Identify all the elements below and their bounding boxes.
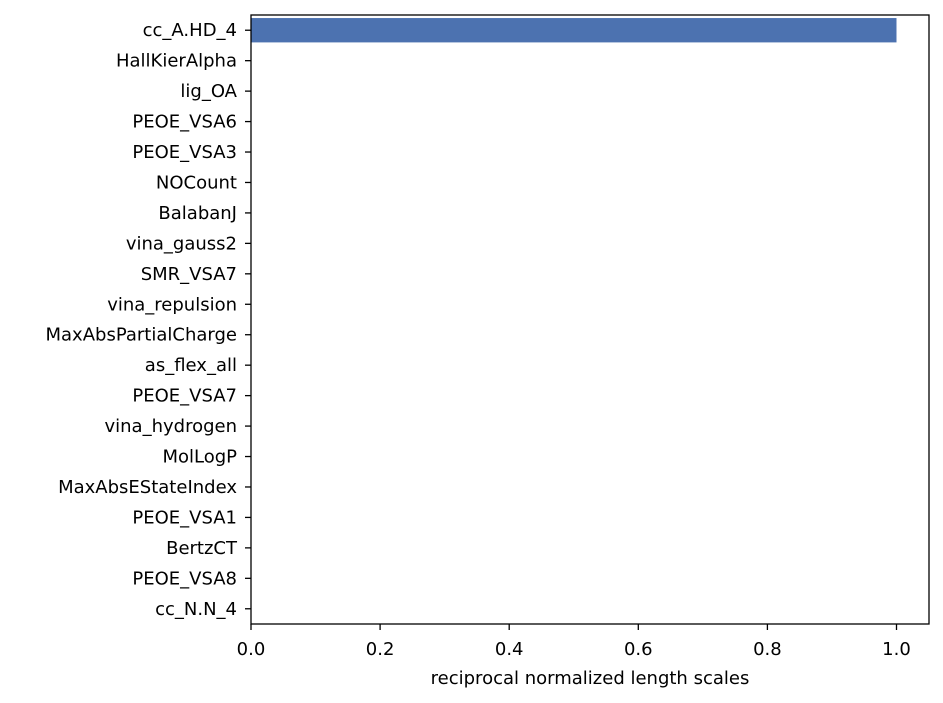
y-axis-ticks: cc_A.HD_4 HallKierAlpha lig_OA PEOE_VSA6 PEO… <box>46 20 251 620</box>
y-tick-label: BertzCT <box>166 538 238 559</box>
y-tick-label: HallKierAlpha <box>116 51 237 72</box>
bar-cc_A.HD_4 <box>251 18 897 43</box>
y-tick-label: PEOE_VSA1 <box>132 507 237 528</box>
y-tick-label: vina_gauss2 <box>126 233 237 254</box>
y-tick-label: SMR_VSA7 <box>141 264 237 285</box>
y-tick-label: MaxAbsEStateIndex <box>58 477 237 498</box>
y-tick-label: vina_hydrogen <box>104 416 237 437</box>
x-tick-label: 0.0 <box>237 639 266 660</box>
x-axis-ticks: 0.0 0.2 0.4 0.6 0.8 1.0 <box>237 624 911 660</box>
x-tick-label: 0.6 <box>624 639 653 660</box>
y-tick-label: PEOE_VSA8 <box>132 568 237 589</box>
plot-frame <box>250 14 930 625</box>
y-tick-label: MolLogP <box>162 447 237 468</box>
y-tick-label: as_flex_all <box>145 355 237 376</box>
x-tick-label: 1.0 <box>882 639 911 660</box>
y-tick-label: cc_N.N_4 <box>155 599 237 620</box>
y-tick-label: cc_A.HD_4 <box>143 20 237 41</box>
y-tick-label: NOCount <box>156 172 237 193</box>
y-tick-label: PEOE_VSA7 <box>132 386 237 407</box>
y-tick-label: PEOE_VSA3 <box>132 142 237 163</box>
x-tick-label: 0.4 <box>495 639 524 660</box>
bars-group <box>251 18 897 43</box>
x-axis-label: reciprocal normalized length scales <box>431 668 750 689</box>
y-tick-label: vina_repulsion <box>107 294 237 315</box>
y-tick-label: PEOE_VSA6 <box>132 112 237 133</box>
x-tick-label: 0.8 <box>753 639 782 660</box>
y-tick-label: MaxAbsPartialCharge <box>46 325 238 346</box>
y-tick-label: BalabanJ <box>158 203 237 224</box>
x-tick-label: 0.2 <box>366 639 395 660</box>
y-tick-label: lig_OA <box>180 81 237 102</box>
